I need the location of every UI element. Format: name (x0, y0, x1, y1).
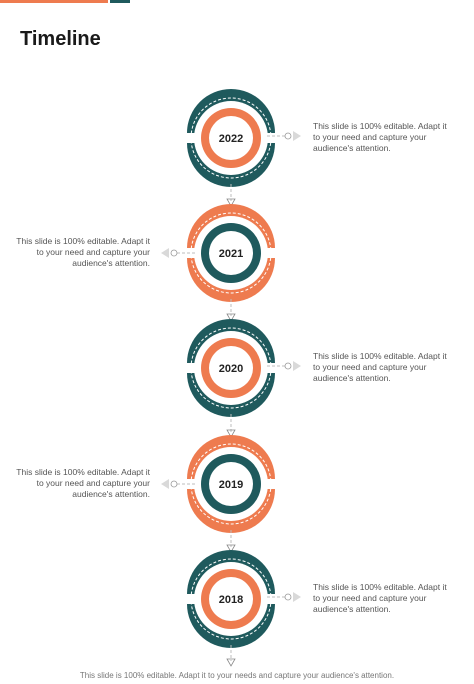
down-arrow-icon (226, 658, 236, 667)
milestone-description-2022: This slide is 100% editable. Adapt it to… (313, 121, 447, 153)
left-arrow-icon (161, 479, 169, 489)
down-arrow-icon (226, 198, 236, 207)
connector-node (284, 132, 292, 140)
year-label: 2018 (219, 594, 243, 606)
year-label: 2020 (219, 363, 243, 375)
center-disc (209, 231, 253, 275)
year-label: 2021 (219, 248, 243, 260)
ring-dash (190, 443, 272, 525)
connector-node (170, 480, 178, 488)
footer-note: This slide is 100% editable. Adapt it to… (79, 671, 395, 680)
left-arrow-icon (161, 248, 169, 258)
right-arrow-icon (293, 131, 301, 141)
right-arrow-icon (293, 592, 301, 602)
milestone-description-2020: This slide is 100% editable. Adapt it to… (313, 351, 447, 383)
milestone-description-2018: This slide is 100% editable. Adapt it to… (313, 582, 447, 614)
connector-node (284, 593, 292, 601)
down-arrow-icon (226, 544, 236, 553)
ring-dash (190, 327, 272, 409)
ring-dash (190, 212, 272, 294)
top-accent-bar-teal (110, 0, 130, 3)
connector-node (170, 249, 178, 257)
right-arrow-icon (293, 361, 301, 371)
page-title: Timeline (20, 28, 101, 50)
year-label: 2022 (219, 133, 243, 145)
top-accent-bar-orange (0, 0, 108, 3)
down-arrow-icon (226, 429, 236, 438)
milestone-description-2021: This slide is 100% editable. Adapt it to… (16, 236, 150, 268)
ring-dash (190, 97, 272, 179)
center-disc (209, 577, 253, 621)
milestone-description-2019: This slide is 100% editable. Adapt it to… (16, 467, 150, 499)
center-disc (209, 346, 253, 390)
year-label: 2019 (219, 479, 243, 491)
down-arrow-icon (226, 313, 236, 322)
center-disc (209, 116, 253, 160)
connector-node (284, 362, 292, 370)
center-disc (209, 462, 253, 506)
ring-dash (190, 558, 272, 640)
